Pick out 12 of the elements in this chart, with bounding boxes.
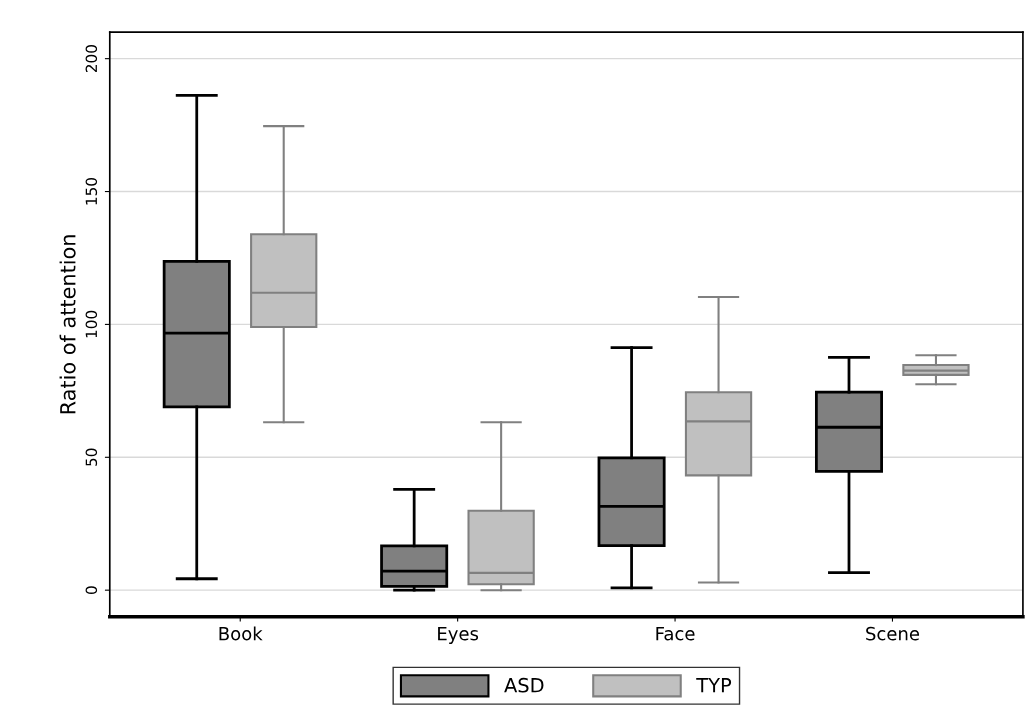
legend-label: TYP bbox=[696, 678, 732, 693]
y-tick-label: 100 bbox=[85, 310, 98, 338]
x-tick-label: Face bbox=[656, 627, 695, 641]
y-tick-label: 50 bbox=[85, 448, 98, 466]
x-tick-label: Scene bbox=[866, 626, 920, 641]
x-tick-label: Book bbox=[219, 626, 263, 641]
y-tick-label: 0 bbox=[85, 586, 98, 595]
legend-label: ASD bbox=[504, 677, 544, 693]
x-tick-label: Eyes bbox=[438, 627, 479, 644]
y-axis-title: Ratio of attention bbox=[59, 235, 76, 414]
y-tick-label: 150 bbox=[85, 177, 98, 205]
y-tick-label: 200 bbox=[85, 45, 98, 73]
